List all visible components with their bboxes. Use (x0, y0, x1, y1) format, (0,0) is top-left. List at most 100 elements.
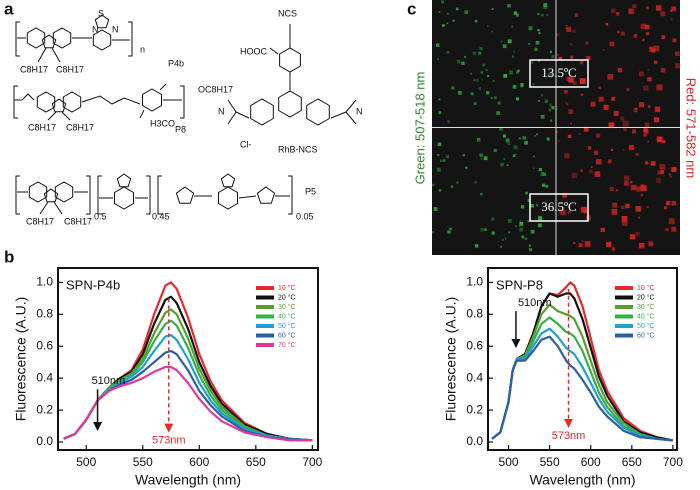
annotation: 573nm (152, 435, 186, 447)
x-tick-label: 650 (246, 455, 266, 469)
particle (606, 241, 612, 247)
particle (482, 63, 486, 67)
particle (665, 228, 669, 232)
particle (644, 24, 650, 30)
particle (525, 191, 528, 195)
particle (503, 158, 506, 160)
particle (478, 87, 482, 90)
particle (502, 44, 507, 49)
particle (610, 8, 616, 14)
particle (548, 72, 553, 77)
particle (567, 134, 572, 138)
particle (570, 55, 574, 59)
bond (14, 93, 35, 101)
particle (528, 43, 530, 45)
particle (622, 120, 629, 127)
particle (603, 104, 609, 110)
particle (580, 93, 583, 96)
particle (595, 133, 601, 138)
particle (617, 67, 623, 73)
particle (456, 8, 459, 10)
particle (556, 33, 560, 37)
particle (507, 218, 512, 223)
particle (491, 217, 495, 221)
y-tick-label: 0.4 (36, 370, 53, 384)
particle (456, 181, 459, 184)
particle (479, 47, 483, 51)
bond (235, 111, 250, 119)
particle (452, 19, 455, 22)
y-tick-label: 1.0 (466, 275, 483, 289)
particle (670, 9, 673, 12)
particle (612, 202, 617, 208)
ring (36, 91, 56, 113)
particle (540, 172, 545, 176)
particle (483, 156, 488, 161)
particle (602, 49, 605, 51)
bond (15, 175, 20, 215)
particle (638, 102, 644, 108)
particle (506, 164, 509, 167)
ring (279, 47, 301, 73)
particle (672, 38, 677, 43)
particle (654, 106, 661, 113)
atom-label: 0.45 (152, 211, 170, 221)
particle (562, 193, 567, 198)
panel-label: a (4, 0, 14, 18)
particle (626, 88, 630, 91)
ring (54, 181, 74, 203)
particle (530, 204, 534, 208)
particle (543, 5, 547, 9)
bond (269, 47, 279, 55)
particle (443, 159, 446, 162)
particle (572, 29, 576, 33)
particle (542, 172, 546, 176)
particle (613, 110, 619, 116)
particle (651, 48, 656, 53)
particle (536, 133, 539, 136)
particle (636, 186, 642, 192)
atom-label: C8H17 (20, 64, 48, 74)
particle (507, 4, 511, 8)
particle (512, 154, 516, 157)
particle (644, 122, 650, 128)
particle (637, 216, 640, 219)
particle (546, 137, 550, 141)
ring (41, 34, 57, 49)
particle (474, 180, 477, 184)
bond (86, 175, 91, 215)
atom-label: C8H17 (26, 216, 54, 226)
bond (128, 21, 133, 57)
particle (478, 51, 482, 55)
chemical-structures (13, 14, 357, 215)
particle (590, 166, 593, 168)
bond (51, 47, 61, 63)
particle (487, 25, 489, 27)
spectrum-line (63, 365, 313, 442)
structure-name: P4b (168, 58, 184, 68)
chart-title: SPN-P8 (496, 277, 543, 292)
legend-label: 30 °C (278, 303, 296, 311)
particle (505, 138, 510, 143)
particle (520, 83, 524, 87)
particle (581, 240, 584, 242)
legend-label: 40 °C (278, 312, 296, 320)
particle (594, 150, 599, 155)
particle (560, 209, 566, 216)
particle (492, 80, 495, 82)
particle (529, 248, 532, 252)
particle (615, 189, 618, 192)
particle (447, 230, 451, 234)
particle (515, 13, 519, 17)
particle (669, 175, 672, 178)
particle (646, 6, 649, 10)
temperature-label: 13.5ºC (541, 65, 576, 80)
particle (519, 227, 523, 232)
particle (527, 220, 530, 223)
particle (623, 175, 630, 181)
particle (568, 77, 574, 83)
particle (566, 76, 571, 82)
particle (620, 116, 625, 121)
particle (456, 59, 461, 64)
